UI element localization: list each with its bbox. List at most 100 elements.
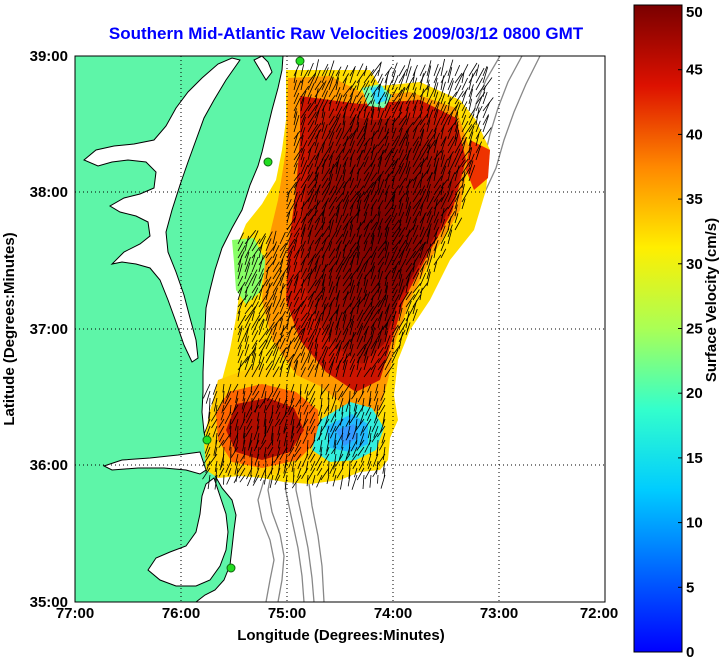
velocity-arrow <box>321 361 327 378</box>
velocity-arrow <box>454 194 460 210</box>
velocity-arrow <box>440 111 448 126</box>
velocity-arrow <box>342 176 352 189</box>
velocity-arrow <box>342 135 349 154</box>
velocity-arrow <box>405 166 411 182</box>
velocity-arrow <box>384 204 395 217</box>
velocity-arrow <box>293 193 301 210</box>
velocity-arrow <box>335 256 346 273</box>
velocity-arrow <box>349 129 357 147</box>
velocity-arrow <box>265 282 273 294</box>
velocity-arrow <box>272 383 281 398</box>
velocity-arrow <box>342 191 349 203</box>
velocity-arrow <box>307 215 314 231</box>
velocity-arrow <box>364 439 372 453</box>
velocity-arrow <box>349 149 356 161</box>
velocity-arrow <box>419 185 426 196</box>
velocity-arrow <box>354 418 365 433</box>
velocity-arrow <box>447 172 456 189</box>
velocity-arrow <box>482 115 489 133</box>
velocity-arrow <box>377 361 386 378</box>
velocity-arrow <box>412 143 421 161</box>
velocity-arrow <box>328 356 336 371</box>
velocity-arrow <box>328 321 334 336</box>
velocity-arrow <box>447 125 453 140</box>
velocity-arrow <box>412 234 418 245</box>
velocity-arrow <box>447 59 454 77</box>
velocity-arrow <box>335 233 344 245</box>
velocity-arrow <box>345 397 351 413</box>
velocity-arrow <box>288 453 295 468</box>
velocity-arrow <box>384 319 389 336</box>
velocity-arrow <box>300 240 306 252</box>
velocity-arrow <box>202 453 211 467</box>
velocity-arrow <box>370 350 377 364</box>
velocity-arrow <box>328 196 338 210</box>
velocity-arrow <box>216 397 225 412</box>
velocity-arrow <box>300 201 305 217</box>
velocity-arrow <box>356 82 366 98</box>
velocity-arrow <box>398 323 407 336</box>
velocity-arrow <box>335 164 342 182</box>
velocity-arrow <box>468 88 474 105</box>
velocity-arrow <box>363 246 372 259</box>
velocity-arrow <box>293 227 301 238</box>
velocity-arrow <box>328 281 334 294</box>
velocity-arrow <box>319 439 323 453</box>
velocity-arrow <box>334 439 337 455</box>
velocity-arrow <box>307 291 315 308</box>
velocity-arrow <box>412 153 422 168</box>
velocity-arrow <box>336 467 344 479</box>
velocity-arrow <box>405 300 412 315</box>
velocity-arrow <box>314 247 323 259</box>
velocity-arrow <box>482 65 488 77</box>
velocity-arrow <box>321 154 330 168</box>
velocity-arrow <box>398 211 405 224</box>
velocity-arrow <box>426 128 433 140</box>
velocity-arrow <box>350 453 358 463</box>
velocity-arrow <box>244 295 252 308</box>
velocity-arrow <box>265 321 275 336</box>
velocity-arrow <box>370 79 376 91</box>
velocity-arrow <box>426 236 438 252</box>
velocity-arrow <box>307 279 317 294</box>
velocity-arrow <box>251 287 259 301</box>
velocity-arrow <box>321 243 331 259</box>
velocity-arrow <box>468 160 474 175</box>
velocity-arrow <box>300 135 304 147</box>
velocity-arrow <box>357 390 365 403</box>
velocity-arrow <box>213 439 218 456</box>
velocity-arrow <box>272 270 283 287</box>
velocity-arrow <box>356 132 366 147</box>
velocity-arrow <box>321 264 327 280</box>
velocity-arrow <box>321 67 329 84</box>
velocity-arrow <box>295 397 302 408</box>
velocity-arrow <box>377 247 385 259</box>
velocity-arrow <box>454 101 460 112</box>
velocity-arrow <box>377 359 386 371</box>
velocity-arrow <box>468 121 477 133</box>
velocity-arrow <box>301 467 309 480</box>
velocity-arrow <box>242 390 246 402</box>
velocity-arrow <box>356 125 365 140</box>
velocity-arrow <box>454 165 460 182</box>
velocity-arrow <box>300 257 306 273</box>
velocity-arrow <box>302 418 309 429</box>
velocity-arrow <box>440 158 448 175</box>
velocity-arrow <box>398 118 408 133</box>
delaware-bay <box>253 56 273 81</box>
velocity-arrow <box>314 338 318 350</box>
velocity-arrow <box>300 213 308 231</box>
velocity-arrow <box>384 294 389 308</box>
velocity-arrow <box>260 467 267 481</box>
velocity-arrow <box>342 282 352 294</box>
velocity-arrow <box>354 467 358 478</box>
velocity-arrow <box>314 97 322 112</box>
velocity-arrow <box>335 277 340 294</box>
velocity-arrow <box>300 98 305 112</box>
velocity-arrow <box>237 349 244 364</box>
velocity-arrow <box>440 218 446 231</box>
velocity-arrow <box>286 353 295 364</box>
velocity-arrow <box>338 397 344 412</box>
velocity-arrow <box>244 354 251 371</box>
velocity-arrow <box>223 474 225 485</box>
